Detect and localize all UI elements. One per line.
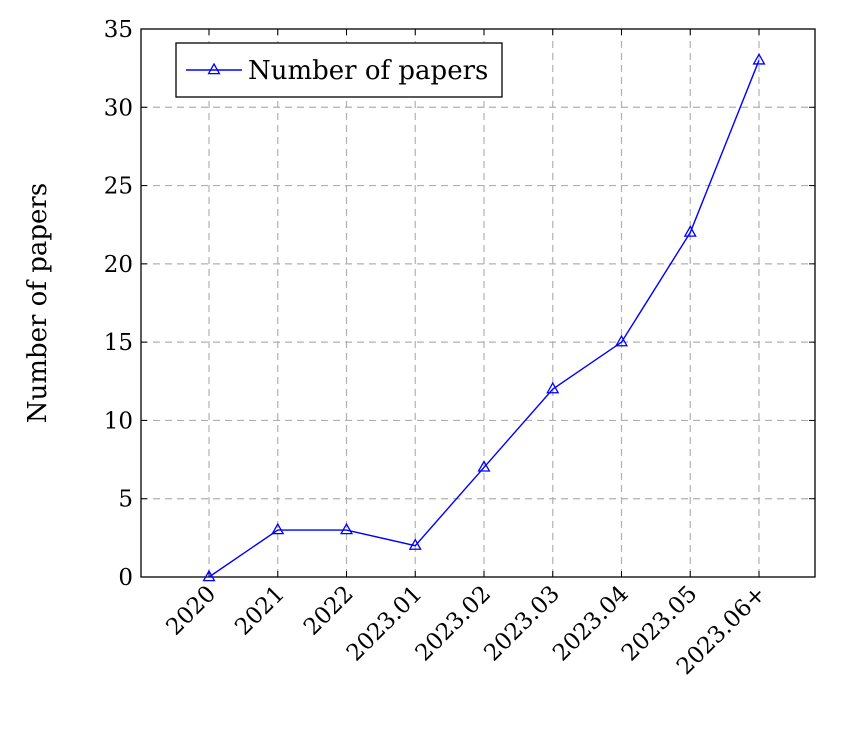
y-tick-label: 30: [104, 95, 133, 121]
data-point-marker: [683, 225, 697, 237]
x-tick-label: 2020: [161, 581, 221, 641]
y-axis-title: Number of papers: [23, 183, 53, 423]
y-tick-label: 20: [104, 252, 133, 278]
y-tick-label: 10: [104, 408, 133, 434]
legend-label: Number of papers: [248, 56, 488, 86]
y-tick-label: 35: [104, 17, 133, 43]
x-tick-label: 2021: [230, 581, 290, 641]
data-point-marker: [546, 381, 560, 394]
x-tick-label: 2023.02: [411, 581, 497, 667]
series-line: [208, 60, 760, 578]
legend-marker: [207, 62, 221, 75]
y-tick-label: 15: [104, 330, 133, 356]
plot-frame: [140, 28, 816, 578]
data-point-marker: [408, 538, 422, 550]
data-point-marker: [614, 334, 629, 347]
data-point-marker: [202, 569, 216, 582]
x-tick-label: 2023.01: [342, 581, 428, 667]
y-tick-label: 25: [104, 174, 133, 200]
data-point-marker: [752, 52, 766, 65]
x-tick-label: 2023.04: [548, 581, 634, 667]
y-tick-label: 5: [118, 487, 133, 513]
data-point-marker: [339, 522, 354, 535]
x-tick-label: 2023.03: [479, 581, 565, 667]
data-point-marker: [271, 522, 285, 535]
data-point-marker: [477, 460, 491, 472]
y-tick-label: 0: [118, 565, 133, 591]
x-tick-label: 2022: [299, 581, 359, 641]
